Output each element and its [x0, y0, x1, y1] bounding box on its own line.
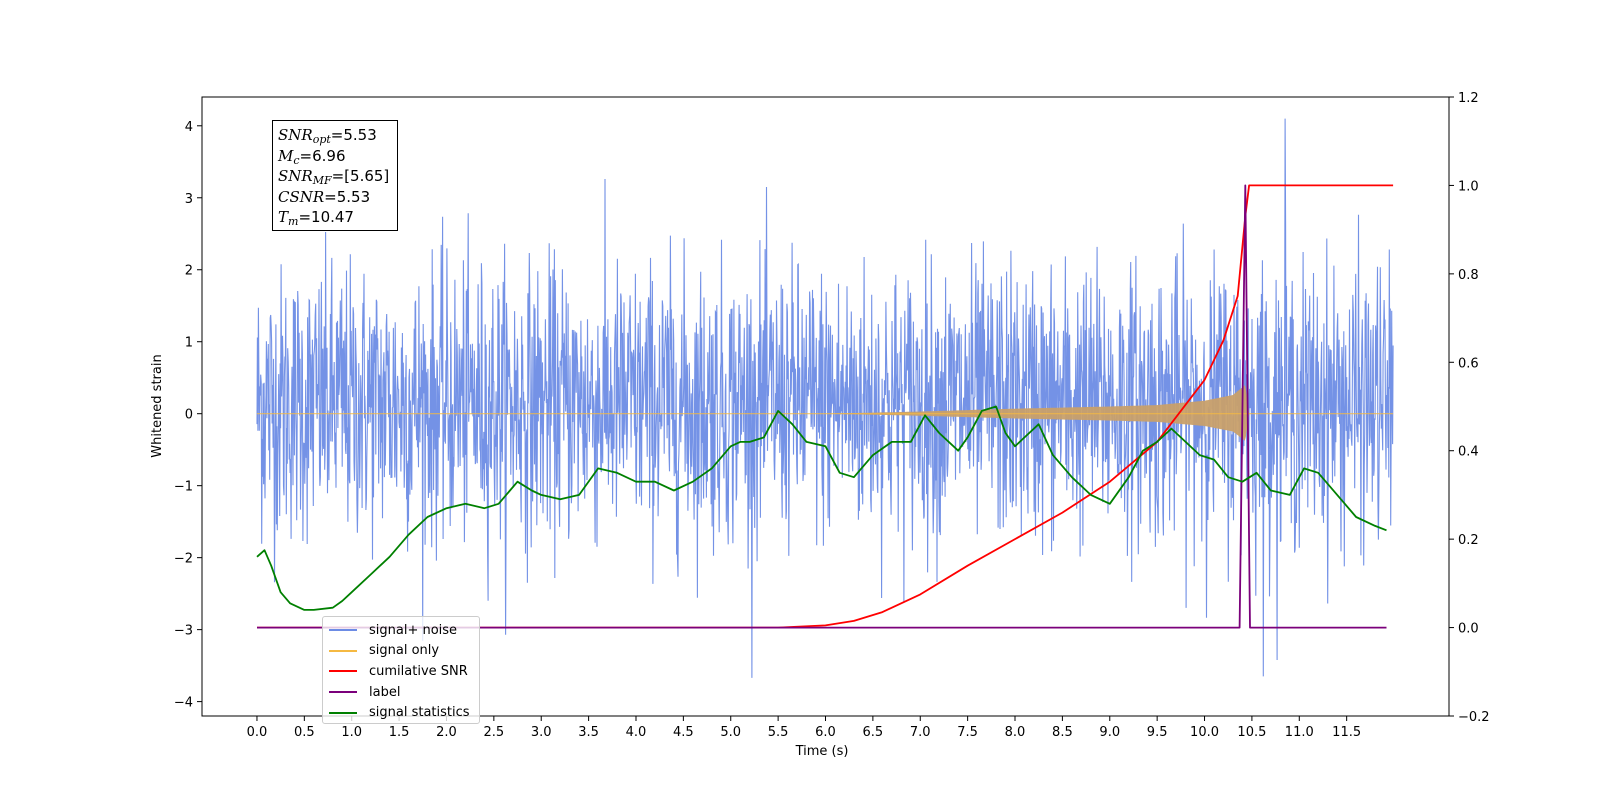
legend-swatch [329, 711, 357, 714]
legend-swatch [329, 670, 357, 673]
y-left-tick-label: −4 [174, 696, 193, 711]
legend-swatch [329, 629, 357, 632]
legend-label: cumilative SNR [369, 663, 468, 679]
x-tick-label: 8.0 [1005, 725, 1026, 740]
y-right-tick-label: 0.0 [1458, 622, 1479, 637]
y-right-tick-label: 1.2 [1458, 91, 1479, 106]
x-tick-label: 0.5 [294, 725, 315, 740]
annotation-line-mc: Mc=6.96 [278, 146, 393, 167]
series-cumulative-snr [257, 184, 1394, 629]
y-left-tick-label: 2 [185, 264, 193, 279]
legend-swatch [329, 691, 357, 694]
series-signal-noise [256, 118, 1394, 678]
annotation-line-snr-opt: SNRopt=5.53 [278, 125, 393, 146]
legend-label: signal statistics [369, 705, 470, 721]
x-tick-label: 5.5 [768, 725, 789, 740]
x-tick-label: 1.0 [341, 725, 362, 740]
annotation-value: =5.53 [324, 187, 371, 206]
y-right-tick-label: 0.6 [1458, 356, 1479, 371]
y-left-tick-label: −2 [174, 552, 193, 567]
legend-item-signal-only: signal only [329, 641, 473, 662]
annotation-value: =5.53 [330, 126, 377, 144]
x-tick-label: 8.5 [1052, 725, 1073, 740]
x-tick-label: 6.5 [863, 725, 884, 740]
y-left-tick-label: −1 [174, 480, 193, 495]
annotation-symbol: M [278, 146, 294, 165]
legend-item-label: label [329, 682, 473, 703]
x-tick-label: 9.5 [1147, 725, 1168, 740]
x-tick-label: 10.5 [1237, 725, 1266, 740]
annotation-subscript: c [293, 153, 300, 167]
y-right-tick-label: 0.4 [1458, 445, 1479, 460]
annotation-subscript: MF [312, 174, 332, 187]
x-tick-label: 9.0 [1099, 725, 1120, 740]
annotation-line-tm: Tm=10.47 [278, 207, 393, 228]
y-right-tick-label: 1.0 [1458, 179, 1479, 194]
annotation-line-snr-mf: SNRMF=[5.65] [278, 166, 393, 187]
y-left-tick-label: 1 [185, 336, 193, 351]
annotation-value: =10.47 [298, 208, 354, 226]
legend-label: signal+ noise [369, 622, 458, 638]
y-right-tick-label: 0.8 [1458, 268, 1479, 283]
y-left-tick-label: −3 [174, 624, 193, 639]
legend-item-cumulative-snr: cumilative SNR [329, 661, 473, 682]
annotation-subscript: opt [312, 133, 331, 146]
y-left-tick-label: 4 [185, 120, 193, 135]
x-tick-label: 3.5 [578, 725, 599, 740]
legend: signal+ noise signal only cumilative SNR… [322, 616, 480, 724]
axes-layer: 0.0 0.5 1.0 1.5 2.0 2.5 3.0 3.5 4.0 4.5 5.0 5.5 6.0 6… [174, 91, 1490, 740]
y-left-tick-label: 3 [185, 192, 193, 207]
series-label [257, 184, 1387, 629]
legend-swatch [329, 649, 357, 652]
annotation-symbol: CSNR [278, 187, 325, 206]
x-tick-label: 4.0 [626, 725, 647, 740]
legend-label: signal only [369, 643, 440, 659]
x-tick-label: 10.0 [1190, 725, 1219, 740]
x-tick-label: 11.0 [1285, 725, 1314, 740]
y-right-tick-label: 0.2 [1458, 533, 1479, 548]
x-tick-label: 6.0 [815, 725, 836, 740]
x-tick-label: 2.0 [436, 725, 457, 740]
annotation-value: =6.96 [299, 146, 346, 165]
annotation-symbol: SNR [278, 167, 313, 185]
x-tick-label: 7.0 [910, 725, 931, 740]
legend-item-signal-noise: signal+ noise [329, 620, 473, 641]
annotation-value: =[5.65] [331, 167, 390, 185]
annotation-subscript: m [288, 215, 299, 228]
annotation-symbol: SNR [278, 126, 313, 144]
series-signal-only-band [825, 385, 1250, 441]
x-tick-label: 11.5 [1332, 725, 1361, 740]
x-tick-label: 5.0 [720, 725, 741, 740]
annotation-symbol: T [278, 208, 289, 226]
legend-item-signal-statistics: signal statistics [329, 702, 473, 723]
annotation-box: SNRopt=5.53 Mc=6.96 SNRMF=[5.65] CSNR=5.… [272, 120, 398, 231]
x-tick-label: 1.5 [389, 725, 410, 740]
annotation-line-csnr: CSNR=5.53 [278, 187, 393, 208]
legend-label: label [369, 684, 401, 700]
series-layer [256, 118, 1394, 678]
y-right-tick-label: −0.2 [1458, 710, 1490, 725]
x-tick-label: 3.0 [531, 725, 552, 740]
x-axis-title: Time (s) [795, 744, 849, 759]
series-signal-statistics [256, 405, 1387, 611]
y-left-tick-label: 0 [185, 408, 193, 423]
y-axis-title: Whitened strain [150, 354, 165, 457]
x-tick-label: 4.5 [673, 725, 694, 740]
x-tick-label: 0.0 [247, 725, 268, 740]
x-tick-label: 2.5 [484, 725, 505, 740]
x-tick-label: 7.5 [957, 725, 978, 740]
